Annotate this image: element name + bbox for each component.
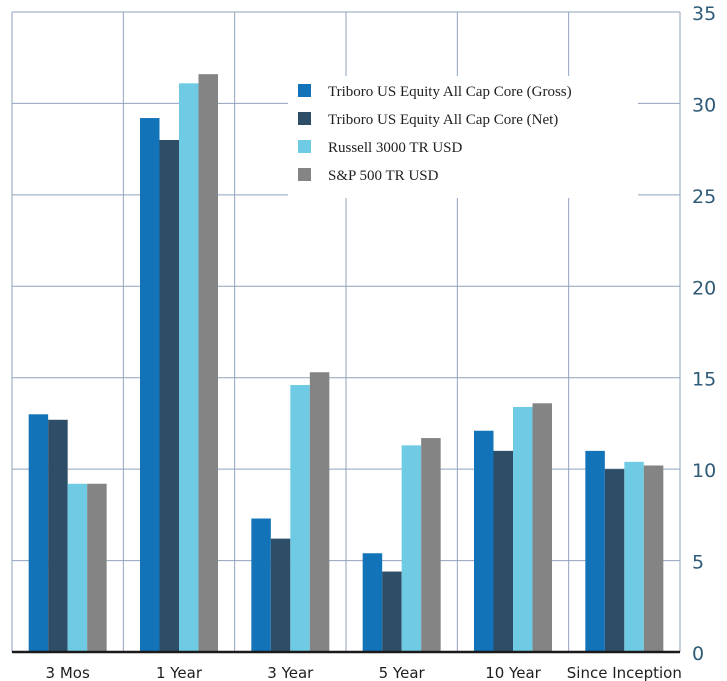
- legend-background: [288, 76, 638, 198]
- y-tick-label: 15: [692, 369, 716, 391]
- legend-swatch: [298, 112, 311, 125]
- legend-label: Russell 3000 TR USD: [328, 140, 462, 156]
- y-tick-label: 0: [692, 643, 704, 665]
- bar: [270, 538, 291, 652]
- bar: [401, 445, 422, 652]
- bar: [28, 414, 49, 652]
- bar: [179, 83, 199, 653]
- y-tick-label: 30: [692, 94, 716, 116]
- y-tick-label: 25: [692, 186, 716, 208]
- bar: [532, 403, 552, 652]
- bar: [251, 518, 271, 652]
- bar: [140, 118, 160, 653]
- bar: [67, 483, 88, 652]
- legend: Triboro US Equity All Cap Core (Gross) Tr…: [288, 76, 638, 198]
- bar: [382, 571, 402, 652]
- x-tick-label: 10 Year: [485, 664, 541, 681]
- bar: [604, 469, 625, 652]
- bar: [198, 74, 218, 652]
- y-tick-label: 10: [692, 460, 716, 482]
- bar: [290, 385, 310, 652]
- y-tick-label: 35: [692, 3, 716, 25]
- bar: [585, 450, 605, 652]
- bar: [159, 140, 179, 652]
- legend-swatch: [298, 168, 311, 181]
- x-tick-label: 1 Year: [156, 664, 203, 681]
- bar: [421, 438, 441, 652]
- legend-label: Triboro US Equity All Cap Core (Net): [328, 112, 558, 128]
- x-tick-label: Since Inception: [567, 664, 682, 681]
- axis-layer: 0 5 10 15 20 25 30 35 3 Mos 1 Year 3 Year 5 Year 10 …: [12, 3, 716, 681]
- y-tick-label: 5: [692, 552, 704, 574]
- bar: [493, 450, 513, 652]
- bar: [624, 461, 644, 652]
- bar: [643, 465, 664, 652]
- x-tick-label: 3 Mos: [46, 664, 90, 681]
- bar: [362, 553, 383, 652]
- legend-swatch: [298, 84, 311, 97]
- x-tick-label: 5 Year: [379, 664, 426, 681]
- bar: [87, 483, 107, 652]
- bar: [309, 372, 330, 652]
- bar: [513, 406, 533, 652]
- legend-label: S&P 500 TR USD: [328, 168, 439, 184]
- y-tick-label: 20: [692, 277, 716, 299]
- bar-layer: [28, 74, 664, 653]
- x-tick-label: 3 Year: [267, 664, 314, 681]
- bar: [474, 430, 494, 652]
- legend-swatch: [298, 140, 311, 153]
- legend-label: Triboro US Equity All Cap Core (Gross): [328, 84, 572, 100]
- bar: [48, 419, 68, 652]
